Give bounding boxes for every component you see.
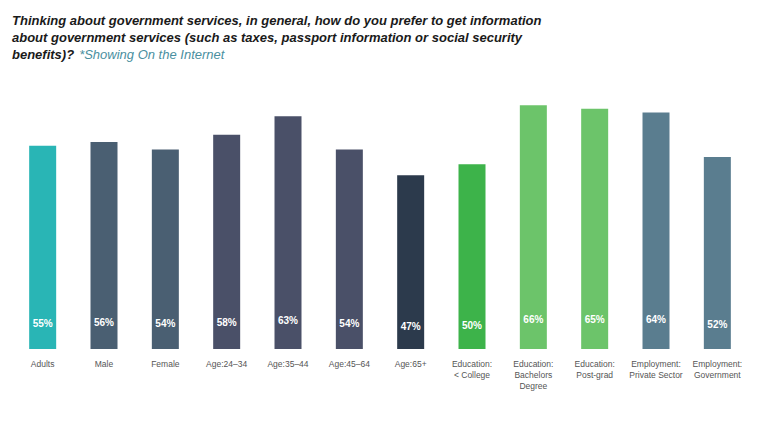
svg-text:55%: 55% — [33, 318, 53, 329]
svg-text:64%: 64% — [646, 314, 666, 325]
svg-text:56%: 56% — [94, 317, 114, 328]
html-text:Thinking about government serv: Thinking about government services, in g… — [12, 13, 542, 28]
svg-text:Employment:Private Sector: Employment:Private Sector — [629, 359, 683, 380]
svg-text:Age:35–44: Age:35–44 — [267, 359, 308, 369]
svg-text:Male: Male — [95, 359, 114, 369]
svg-text:Education:< College: Education:< College — [452, 359, 492, 380]
svg-text:54%: 54% — [339, 318, 359, 329]
svg-text:Female: Female — [151, 359, 180, 369]
svg-text:Education:BachelorsDegree: Education:BachelorsDegree — [513, 359, 553, 391]
svg-text:Adults: Adults — [31, 359, 55, 369]
svg-text:54%: 54% — [155, 318, 175, 329]
svg-text:Age:45–64: Age:45–64 — [329, 359, 370, 369]
svg-text:63%: 63% — [278, 315, 298, 326]
svg-text:47%: 47% — [401, 321, 421, 332]
svg-text:Age:24–34: Age:24–34 — [206, 359, 247, 369]
svg-text:Age:65+: Age:65+ — [395, 359, 427, 369]
svg-text:52%: 52% — [707, 319, 727, 330]
svg-text:Education:Post-grad: Education:Post-grad — [575, 359, 615, 380]
svg-text:Employment:Government: Employment:Government — [693, 359, 743, 380]
html-text:about government services (suc: about government services (such as taxes… — [12, 30, 523, 45]
svg-text:50%: 50% — [462, 320, 482, 331]
html-text:benefits)? *Showing On the Int: benefits)? *Showing On the Internet — [12, 47, 225, 62]
svg-text:66%: 66% — [523, 314, 543, 325]
svg-text:58%: 58% — [217, 317, 237, 328]
svg-text:65%: 65% — [585, 314, 605, 325]
